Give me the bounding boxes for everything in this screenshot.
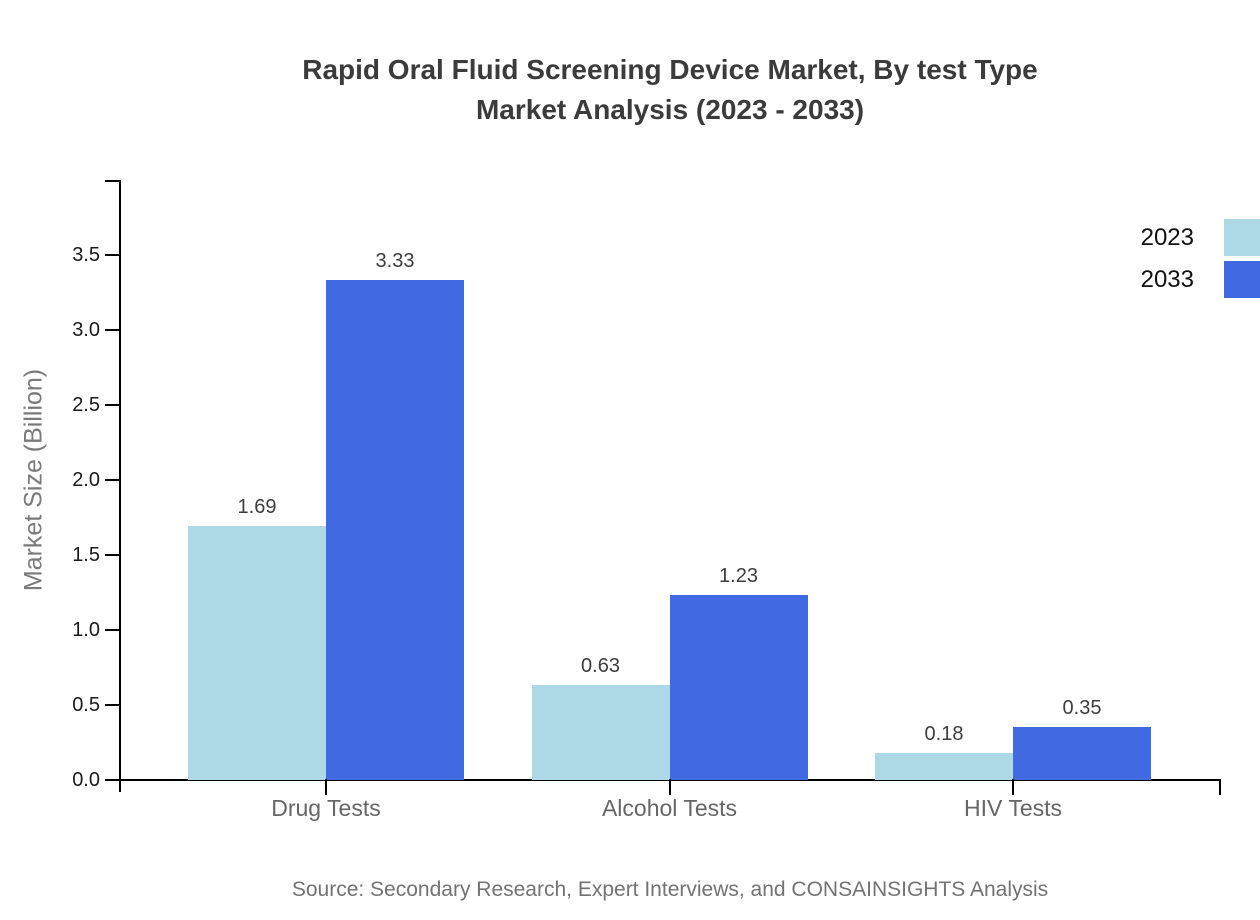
y-tick-label: 0.5 [72, 694, 100, 716]
value-label: 0.18 [924, 723, 964, 745]
bar-2033-drug-tests [326, 280, 464, 780]
y-tick [105, 704, 120, 706]
y-tick-label: 1.0 [72, 619, 100, 641]
bar-2033-hiv-tests [1013, 727, 1151, 780]
chart-title-line2: Market Analysis (2023 - 2033) [475, 94, 865, 125]
legend-label: 2033 [1140, 265, 1194, 293]
value-label: 0.63 [581, 655, 620, 677]
x-axis-spine [105, 779, 1221, 781]
bar-2023-drug-tests [188, 526, 326, 780]
x-category-label: HIV Tests [964, 795, 1062, 821]
y-tick [105, 554, 120, 556]
x-tick [325, 779, 327, 795]
bar-2023-alcohol-tests [531, 685, 670, 780]
y-tick-label: 1.5 [72, 544, 100, 566]
y-tick [105, 479, 120, 481]
y-tick-label: 3.5 [72, 244, 100, 266]
x-tick [668, 779, 671, 795]
legend-item-2033: 2033 [1141, 261, 1260, 298]
y-tick [105, 629, 120, 631]
legend: 2023 2033 [1141, 219, 1260, 303]
chart-title-line1: Rapid Oral Fluid Screening Device Market… [302, 54, 1038, 85]
value-label: 3.33 [375, 250, 415, 272]
x-category-label: Alcohol Tests [601, 795, 738, 821]
y-tick [105, 779, 120, 781]
y-tick-label: 0.0 [72, 769, 100, 791]
y-tick-label: 3.0 [72, 319, 100, 341]
bar-2033-alcohol-tests [669, 595, 808, 780]
legend-label: 2023 [1140, 223, 1194, 251]
x-tick [1012, 779, 1014, 795]
value-label: 1.23 [719, 565, 758, 587]
y-axis-end-cap [105, 180, 120, 182]
y-tick [105, 329, 120, 331]
legend-swatch-2023 [1224, 219, 1260, 256]
y-tick [105, 404, 120, 406]
y-tick-label: 2.0 [72, 469, 100, 491]
x-axis-end-cap [1219, 779, 1221, 795]
value-label: 0.35 [1062, 697, 1102, 719]
bar-2023-hiv-tests [875, 753, 1013, 780]
y-tick-label: 2.5 [72, 394, 100, 416]
y-tick [105, 254, 120, 256]
chart-title: Rapid Oral Fluid Screening Device Market… [90, 50, 1250, 130]
source-note: Source: Secondary Research, Expert Inter… [291, 878, 1049, 901]
legend-item-2023: 2023 [1141, 219, 1260, 256]
legend-swatch-2033 [1224, 261, 1260, 298]
value-label: 1.69 [237, 496, 277, 518]
y-axis-spine [119, 180, 121, 792]
x-category-label: Drug Tests [271, 795, 381, 821]
